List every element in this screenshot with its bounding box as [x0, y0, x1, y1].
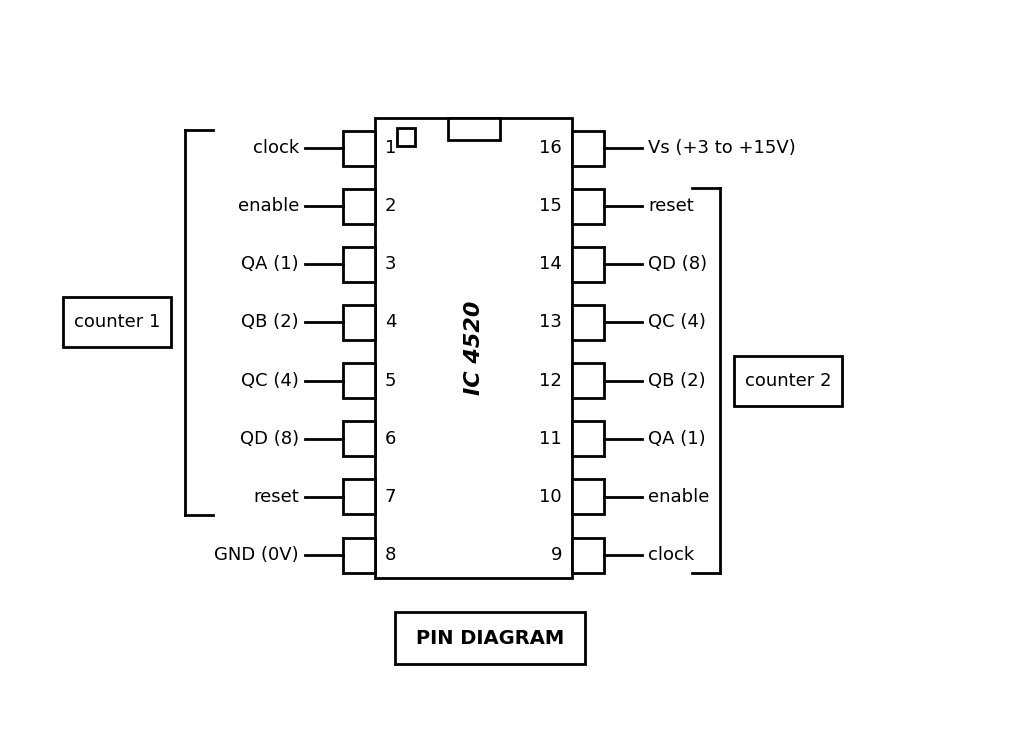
- Text: counter 2: counter 2: [744, 372, 831, 389]
- Text: 5: 5: [385, 372, 396, 389]
- Text: reset: reset: [253, 488, 299, 506]
- Text: enable: enable: [238, 197, 299, 215]
- Text: 6: 6: [385, 430, 396, 448]
- Bar: [343, 479, 375, 515]
- Bar: [343, 247, 375, 282]
- Text: 8: 8: [385, 546, 396, 564]
- Bar: [343, 130, 375, 165]
- Bar: [572, 479, 604, 515]
- Text: 11: 11: [540, 430, 562, 448]
- Bar: [572, 130, 604, 165]
- Text: Vs (+3 to +15V): Vs (+3 to +15V): [648, 139, 796, 157]
- Bar: [734, 356, 842, 406]
- Bar: [63, 297, 171, 348]
- Bar: [572, 305, 604, 340]
- Text: 14: 14: [539, 255, 562, 273]
- Text: QA (1): QA (1): [648, 430, 706, 448]
- Text: IC 4520: IC 4520: [464, 301, 483, 395]
- Text: QD (8): QD (8): [648, 255, 708, 273]
- Bar: [343, 537, 375, 572]
- Text: 12: 12: [539, 372, 562, 389]
- Text: QB (2): QB (2): [648, 372, 706, 389]
- Text: 16: 16: [540, 139, 562, 157]
- Bar: [375, 118, 572, 578]
- Text: 1: 1: [385, 139, 396, 157]
- Text: QA (1): QA (1): [242, 255, 299, 273]
- Text: 3: 3: [385, 255, 396, 273]
- Text: PIN DIAGRAM: PIN DIAGRAM: [416, 629, 564, 648]
- Bar: [343, 189, 375, 224]
- Bar: [572, 421, 604, 456]
- Text: 13: 13: [539, 313, 562, 332]
- Bar: [447, 118, 500, 140]
- Text: GND (0V): GND (0V): [214, 546, 299, 564]
- Bar: [572, 363, 604, 398]
- Bar: [395, 612, 585, 664]
- Bar: [343, 305, 375, 340]
- Bar: [572, 189, 604, 224]
- Text: enable: enable: [648, 488, 710, 506]
- Bar: [572, 537, 604, 572]
- Text: 7: 7: [385, 488, 396, 506]
- Text: QD (8): QD (8): [240, 430, 299, 448]
- Bar: [572, 247, 604, 282]
- Text: 2: 2: [385, 197, 396, 215]
- Text: QB (2): QB (2): [242, 313, 299, 332]
- Text: QC (4): QC (4): [241, 372, 299, 389]
- Text: 10: 10: [540, 488, 562, 506]
- Bar: [397, 128, 415, 146]
- Text: 15: 15: [539, 197, 562, 215]
- Text: reset: reset: [648, 197, 693, 215]
- Text: clock: clock: [253, 139, 299, 157]
- Text: clock: clock: [648, 546, 694, 564]
- Text: 9: 9: [551, 546, 562, 564]
- Bar: [343, 421, 375, 456]
- Bar: [343, 363, 375, 398]
- Text: 4: 4: [385, 313, 396, 332]
- Text: QC (4): QC (4): [648, 313, 706, 332]
- Text: counter 1: counter 1: [74, 313, 160, 332]
